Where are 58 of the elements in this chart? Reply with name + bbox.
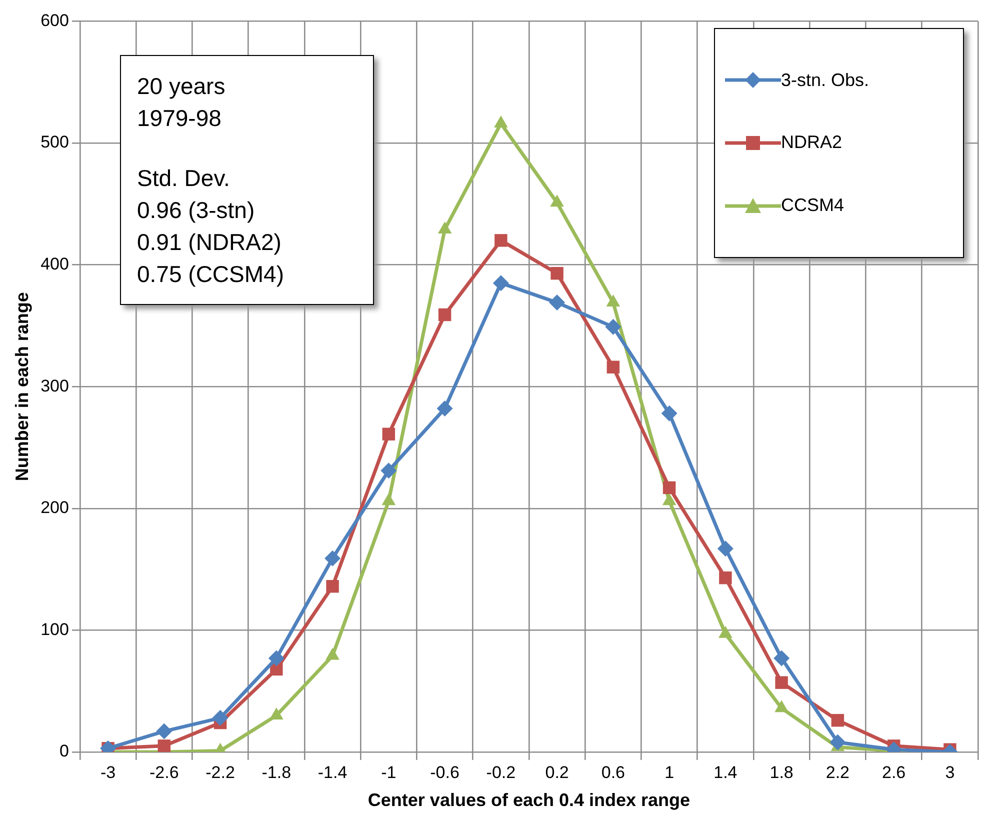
- point: [494, 234, 508, 247]
- y-tick-label: 300: [40, 376, 69, 396]
- point: [775, 676, 788, 689]
- annotation: 1979-98: [137, 104, 222, 133]
- y-tick-label: 500: [40, 132, 69, 152]
- point: [605, 318, 622, 335]
- point: [492, 275, 509, 292]
- point: [438, 308, 452, 322]
- point: [436, 400, 453, 417]
- point: [831, 714, 844, 727]
- x-tick-label: -1.4: [318, 762, 348, 782]
- annotation: 0.75 (CCSM4): [137, 260, 285, 289]
- x-tick-label: 2.2: [826, 762, 850, 782]
- point: [830, 734, 846, 750]
- y-tick-label: 0: [59, 742, 69, 761]
- x-tick-label: 1.4: [714, 762, 738, 782]
- x-tick-label: 1: [664, 762, 674, 782]
- x-tick-label: -0.2: [486, 762, 516, 782]
- point: [324, 550, 341, 566]
- x-tick-label: -1: [381, 762, 396, 782]
- y-tick-label: 100: [40, 620, 69, 639]
- x-tick-label: -3: [100, 762, 116, 782]
- x-tick-label: 0.6: [601, 762, 625, 782]
- x-axis-title: Center values of each 0.4 index range: [368, 790, 690, 810]
- x-tick-label: -1.8: [262, 762, 292, 782]
- legend-label: CCSM4: [781, 195, 844, 216]
- point: [606, 360, 620, 374]
- x-tick-label: 2.6: [882, 762, 906, 782]
- point: [717, 540, 734, 557]
- x-tick-label: 3: [945, 762, 955, 782]
- point: [662, 481, 676, 494]
- annotation: 0.91 (NDRA2): [137, 228, 282, 257]
- point: [268, 650, 284, 666]
- x-tick-label: 1.8: [770, 762, 794, 782]
- point: [549, 294, 566, 311]
- point: [382, 428, 396, 440]
- y-tick-label: 200: [40, 498, 69, 518]
- point: [326, 580, 339, 593]
- point: [158, 740, 171, 752]
- y-tick-label: 400: [40, 254, 69, 274]
- x-tick-label: -2.6: [150, 762, 179, 782]
- point: [212, 710, 228, 726]
- x-tick-label: -2.2: [206, 762, 235, 782]
- point: [550, 266, 564, 280]
- y-axis-title: Number in each range: [12, 292, 32, 482]
- y-tick-label: 600: [40, 10, 69, 30]
- x-tick-label: -0.6: [430, 762, 460, 782]
- point: [380, 462, 397, 479]
- point: [661, 405, 678, 422]
- legend-label: NDRA2: [781, 132, 842, 154]
- point: [156, 723, 172, 740]
- annotation: 0.96 (3-stn): [137, 196, 256, 225]
- x-tick-label: 0.2: [545, 762, 569, 782]
- legend-label: 3-stn. Obs.: [781, 70, 870, 91]
- point: [719, 571, 732, 584]
- annotation: 20 years: [137, 72, 226, 101]
- point: [774, 650, 790, 666]
- annotation: Std. Dev.: [137, 164, 231, 193]
